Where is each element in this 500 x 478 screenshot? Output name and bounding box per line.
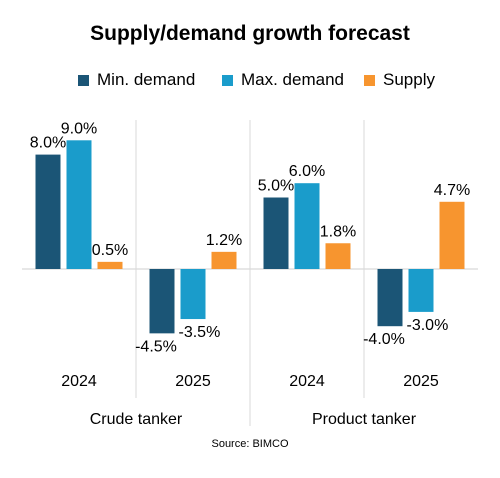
bar-min-demand <box>149 269 175 334</box>
data-label: -4.0% <box>363 331 405 348</box>
data-label: 8.0% <box>30 135 66 152</box>
source-note: Source: BIMCO <box>211 438 289 450</box>
data-label: -4.5% <box>135 338 177 355</box>
bar-min-demand <box>377 269 403 327</box>
data-label: 1.2% <box>206 232 242 249</box>
legend-label-min-demand: Min. demand <box>97 70 196 89</box>
data-label: 5.0% <box>258 178 294 195</box>
data-label: 1.8% <box>320 223 356 240</box>
bar-min-demand <box>263 197 289 269</box>
legend-swatch-supply <box>364 74 375 86</box>
data-label: 0.5% <box>92 242 128 259</box>
legend-item-min-demand: Min. demand <box>78 70 195 90</box>
bar-min-demand <box>35 154 61 269</box>
legend-label-supply: Supply <box>383 70 435 89</box>
legend-label-max-demand: Max. demand <box>241 70 344 89</box>
year-tick-label: 2024 <box>61 373 97 390</box>
bar-max-demand <box>66 140 92 269</box>
category-label-product-tanker: Product tanker <box>312 411 417 428</box>
legend-item-supply: Supply <box>364 70 435 90</box>
year-tick-label: 2025 <box>175 373 211 390</box>
legend-swatch-min-demand <box>78 74 89 86</box>
year-tick-label: 2025 <box>403 373 439 390</box>
category-label-crude-tanker: Crude tanker <box>90 411 183 428</box>
data-label: 4.7% <box>434 182 470 199</box>
legend-swatch-max-demand <box>222 74 233 86</box>
data-label: -3.5% <box>179 324 221 341</box>
year-tick-label: 2024 <box>289 373 325 390</box>
bar-supply <box>325 243 351 269</box>
legend-item-max-demand: Max. demand <box>222 70 344 90</box>
bar-supply <box>211 251 237 269</box>
data-label: 9.0% <box>61 120 97 137</box>
chart-title: Supply/demand growth forecast <box>90 22 410 45</box>
bar-max-demand <box>408 269 434 312</box>
bar-supply <box>97 261 123 269</box>
bar-max-demand <box>294 183 320 269</box>
legend: Min. demand Max. demand Supply <box>0 70 500 94</box>
data-label: -3.0% <box>407 317 449 334</box>
bar-supply <box>439 201 465 269</box>
bar-max-demand <box>180 269 206 320</box>
data-label: 6.0% <box>289 163 325 180</box>
